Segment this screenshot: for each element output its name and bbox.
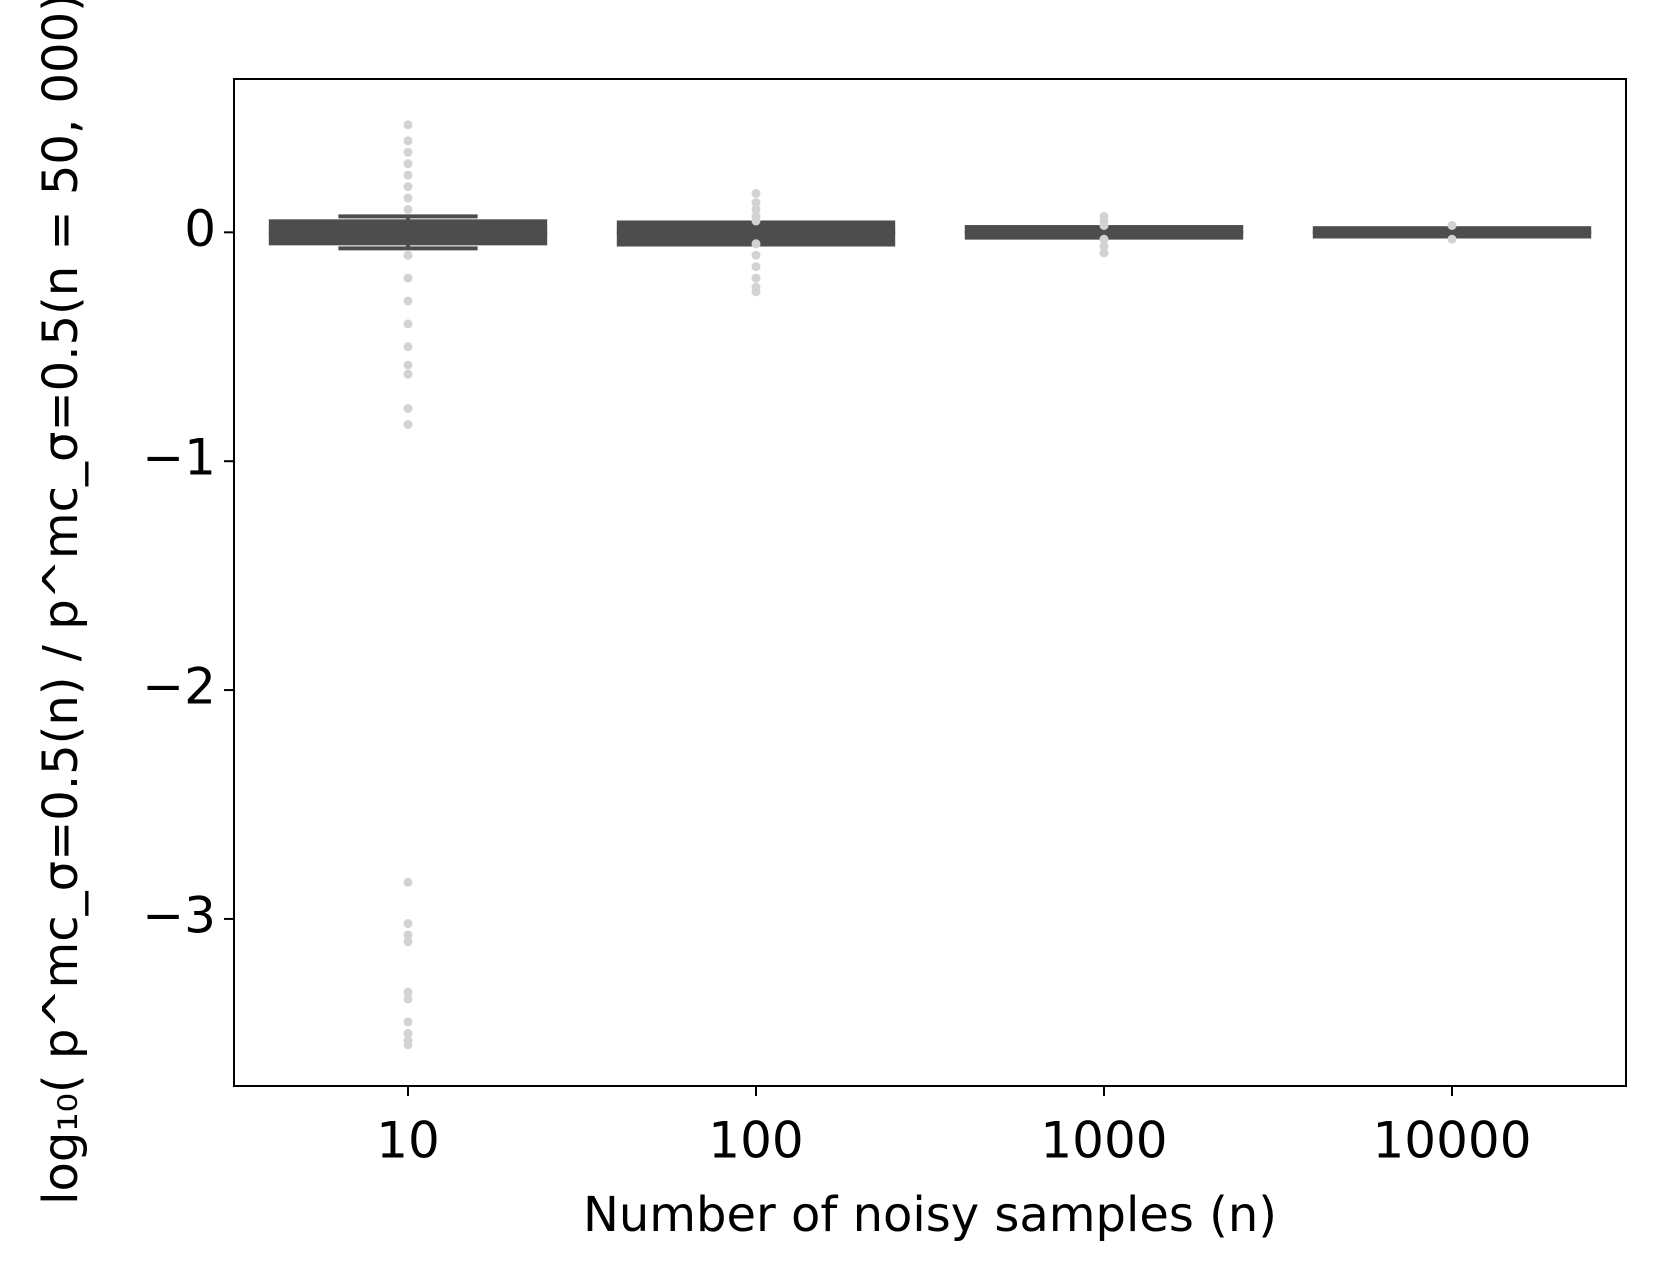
outlier (1447, 220, 1457, 230)
outlier (403, 120, 413, 130)
y-tick-label: 0 (184, 200, 216, 258)
outlier (751, 287, 761, 297)
outlier (403, 937, 413, 947)
outlier (403, 342, 413, 352)
outlier (751, 204, 761, 214)
outlier (1099, 248, 1109, 258)
outlier (403, 369, 413, 379)
outlier (403, 147, 413, 157)
outlier (403, 987, 413, 997)
outlier (751, 198, 761, 208)
outlier (403, 420, 413, 430)
outlier (403, 919, 413, 929)
outlier (403, 360, 413, 370)
outlier (403, 404, 413, 414)
outlier (403, 159, 413, 169)
outlier (1099, 234, 1109, 244)
outlier (403, 1040, 413, 1050)
outlier (403, 877, 413, 887)
x-tick-label: 1000 (1040, 1112, 1167, 1170)
outlier (751, 188, 761, 198)
outlier (403, 319, 413, 329)
outlier (403, 994, 413, 1004)
outlier (1099, 241, 1109, 251)
outlier (403, 170, 413, 180)
outlier (403, 193, 413, 203)
outlier (1447, 234, 1457, 244)
outlier (403, 273, 413, 283)
y-tick-label: −3 (142, 886, 216, 944)
outlier (1099, 220, 1109, 230)
outlier (403, 296, 413, 306)
outlier (403, 1017, 413, 1027)
plot-frame (233, 78, 1627, 1087)
outlier (403, 1028, 413, 1038)
outlier (403, 250, 413, 260)
x-axis-label: Number of noisy samples (n) (583, 1187, 1277, 1243)
y-tick-label: −2 (142, 658, 216, 716)
outlier (403, 204, 413, 214)
outlier (751, 239, 761, 249)
x-tick-label: 100 (708, 1112, 803, 1170)
y-axis-label: log₁₀( p^mc_σ=0.5(n) / p^mc_σ=0.5(n = 50… (33, 0, 89, 1205)
y-tick-label: −1 (142, 429, 216, 487)
outlier (751, 273, 761, 283)
outlier (751, 250, 761, 260)
outlier (403, 182, 413, 192)
outlier (751, 262, 761, 272)
x-tick-label: 10 (376, 1112, 440, 1170)
outlier (751, 216, 761, 226)
outlier (403, 136, 413, 146)
outlier (403, 930, 413, 940)
x-tick-label: 10000 (1372, 1112, 1531, 1170)
